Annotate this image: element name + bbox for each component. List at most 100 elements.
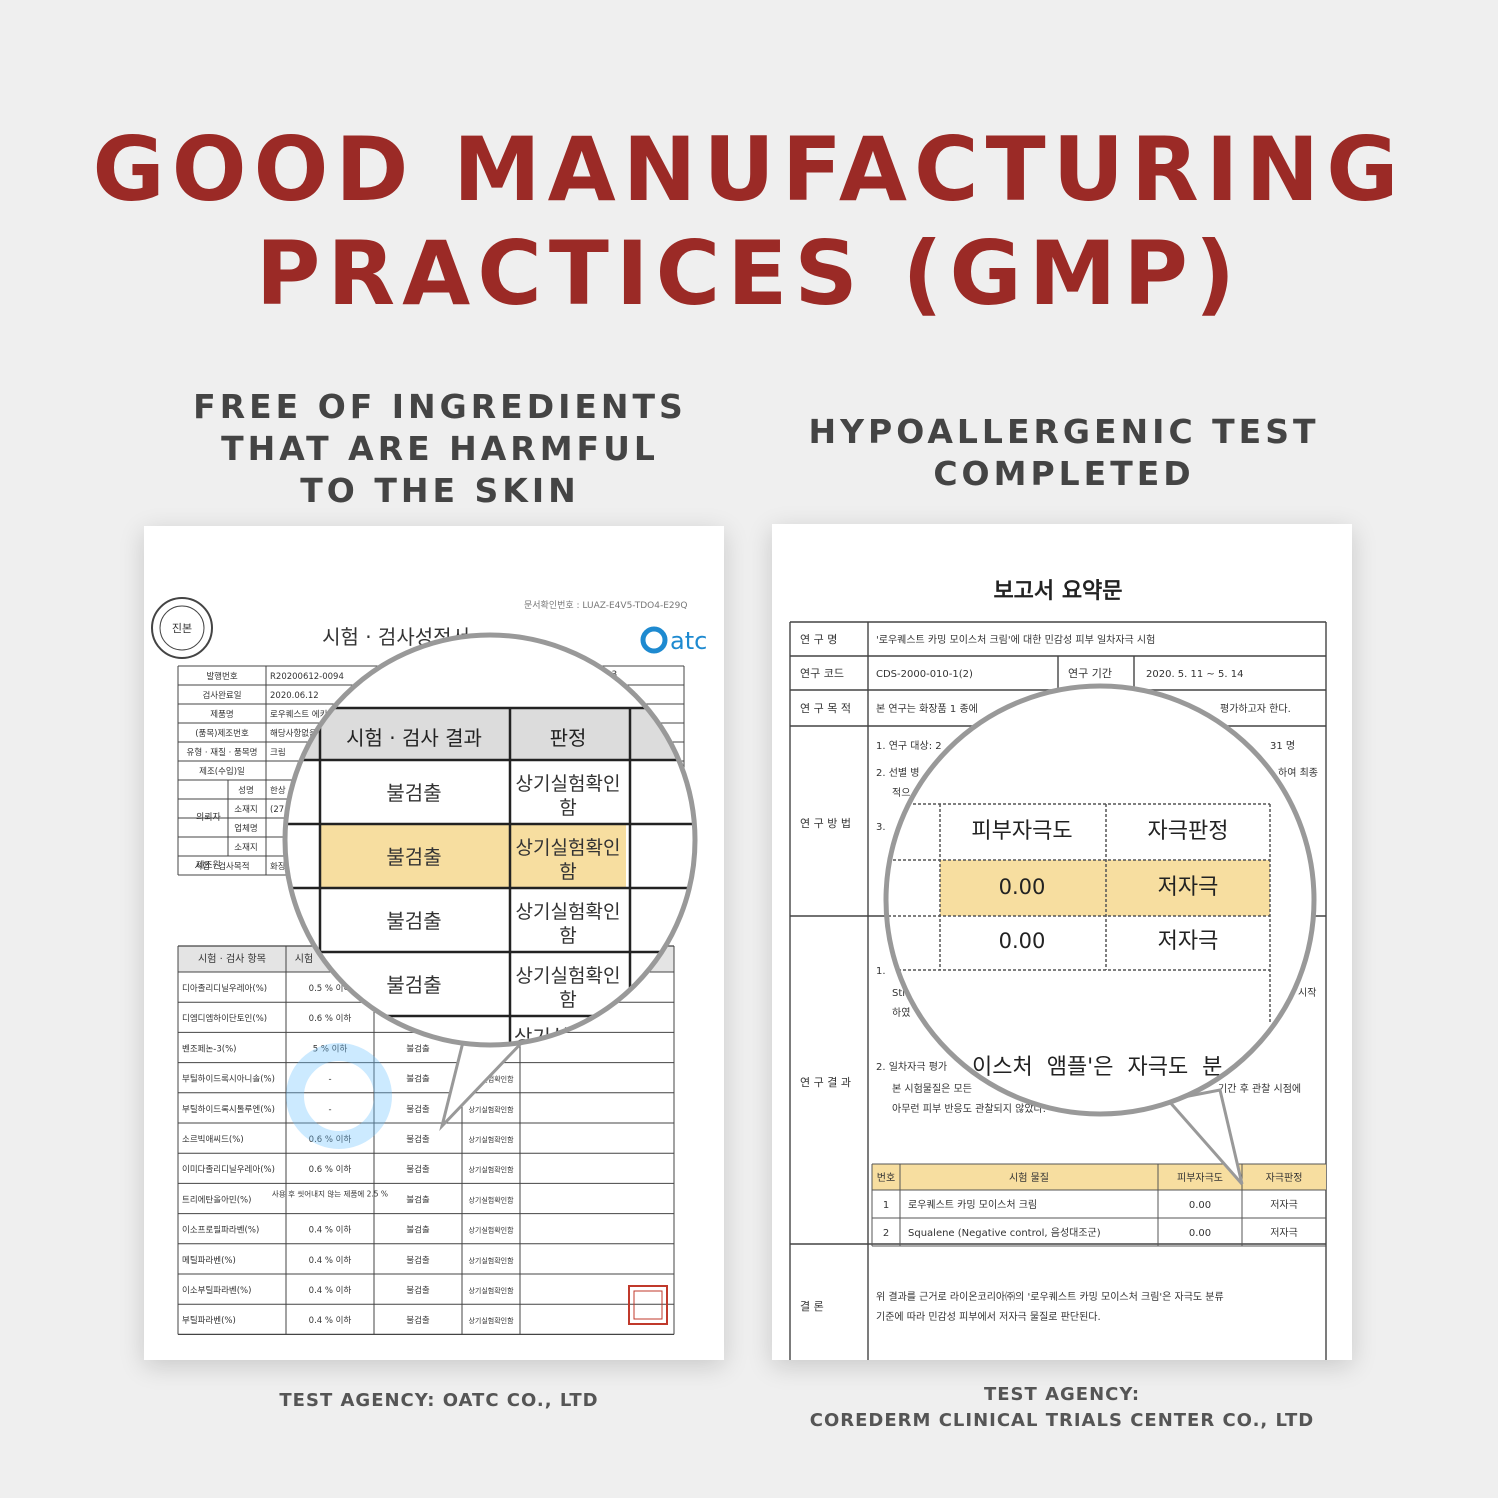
test-result: 불검출	[406, 1043, 430, 1054]
result-2c: 아무런 피부 반응도 관찰되지 않았다.	[892, 1103, 1046, 1115]
test-item: 소르빅애씨드(%)	[182, 1135, 244, 1145]
test-result: 불검출	[406, 1315, 430, 1326]
period-value: 2020. 5. 11 ~ 5. 14	[1146, 669, 1243, 680]
test-item: 이소부틸파라벤(%)	[182, 1285, 251, 1296]
method-label: 연 구 방 법	[800, 817, 851, 830]
rt-row1-no: 1	[883, 1200, 889, 1211]
method-2-end: 하여 최종	[1278, 766, 1318, 779]
info-label: 소재지	[234, 843, 257, 853]
test-item: 트리에탄올아민(%)	[182, 1194, 251, 1205]
mag-judgement: 상기실험확인	[516, 773, 621, 795]
conclusion-2: 기준에 따라 민감성 피부에서 저자극 물질로 판단된다.	[876, 1311, 1101, 1323]
mag-header-judgement: 판정	[550, 726, 587, 750]
right-subtitle: HYPOALLERGENIC TEST COMPLETED	[764, 411, 1364, 495]
test-judgement: 상기실험확인함	[468, 1256, 514, 1265]
test-judgement: 상기실험확인함	[468, 1135, 514, 1144]
test-std: 0.6 % 이하	[309, 1164, 352, 1175]
info-label: 발행번호	[206, 671, 237, 682]
info-label: (품목)제조번호	[195, 729, 249, 739]
method-1: 1. 연구 대상: 2	[876, 740, 942, 752]
test-std: -	[328, 1105, 331, 1115]
mag-row2-judgement: 저자극	[1158, 929, 1219, 954]
rt-row1-substance: 로우퀘스트 카밍 모이스처 크림	[908, 1199, 1037, 1211]
hypoallergenic-report-document: 보고서 요약문 연 구 명 '로우퀘스트 카밍 모이스처 크림'에 대한 민감성…	[772, 524, 1352, 1360]
rt-header-substance: 시험 물질	[1009, 1172, 1049, 1184]
mag-judgement: 상기실험확인	[516, 965, 621, 987]
result-2: 2. 일차자극 평가	[876, 1061, 947, 1073]
mag-header-irritation: 피부자극도	[971, 819, 1072, 844]
atc-logo: atc	[640, 626, 707, 655]
table-header-std: 시험	[295, 953, 313, 965]
mag-result: 불검출	[386, 781, 441, 805]
left-subtitle: FREE OF INGREDIENTS THAT ARE HARMFUL TO …	[130, 386, 750, 512]
right-subtitle-line: HYPOALLERGENIC TEST	[808, 412, 1320, 451]
rt-row2-irritation: 0.00	[1189, 1228, 1211, 1239]
test-item: 벤조페논-3(%)	[182, 1043, 236, 1054]
rt-row1-irritation: 0.00	[1189, 1200, 1211, 1211]
period-label: 연구 기간	[1068, 667, 1112, 680]
test-result: 불검출	[406, 1104, 430, 1115]
conclusion-1: 위 결과를 근거로 라이온코리아㈜의 '로우퀘스트 카밍 모이스처 크림'은 자…	[876, 1290, 1224, 1303]
right-agency: TEST AGENCY: COREDERM CLINICAL TRIALS CE…	[772, 1382, 1352, 1434]
rt-row2-substance: Squalene (Negative control, 음성대조군)	[908, 1227, 1101, 1239]
left-subtitle-line: TO THE SKIN	[300, 471, 580, 510]
test-item: 부틸하이드록시아니솔(%)	[182, 1074, 275, 1085]
test-judgement: 상기실험확인함	[468, 1075, 514, 1084]
info-label: 성명	[238, 785, 254, 796]
code-value: CDS-2000-010-1(2)	[876, 669, 973, 680]
test-item: 부틸파라벤(%)	[182, 1315, 236, 1326]
mag-row1-judgement: 저자극	[1158, 875, 1219, 900]
result-1c: 하였	[892, 1006, 910, 1019]
right-subtitle-line: COMPLETED	[933, 454, 1195, 493]
info-label: 소재지	[234, 805, 257, 815]
mag-row1-irritation: 0.00	[999, 875, 1046, 899]
mag-judgement-2: 함	[559, 925, 576, 947]
info-value: 화장	[270, 861, 286, 872]
info-label: 유형 · 재질 · 품목명	[187, 747, 258, 758]
mag-result: 불검출	[386, 845, 441, 869]
purpose-end: 평가하고자 한다.	[1220, 702, 1291, 715]
test-item: 디엠디엠하이단토인(%)	[182, 1013, 267, 1024]
method-1-end: 31 명	[1270, 740, 1295, 752]
hypoallergenic-report-svg: 보고서 요약문 연 구 명 '로우퀘스트 카밍 모이스처 크림'에 대한 민감성…	[789, 579, 1327, 1360]
seal-text: 진본	[172, 622, 192, 635]
test-std: 0.4 % 이하	[309, 1255, 352, 1266]
info-value: 한상	[270, 785, 286, 796]
summary-title: 보고서 요약문	[993, 579, 1122, 604]
method-2: 2. 선별 병	[876, 767, 920, 779]
headline-line-1: GOOD MANUFACTURING	[92, 118, 1406, 221]
right-agency-line: TEST AGENCY:	[983, 1384, 1141, 1405]
official-stamp	[628, 1285, 668, 1325]
test-std: 0.4 % 이하	[309, 1285, 352, 1296]
test-result: 불검출	[406, 1194, 430, 1205]
info-value: 크림	[270, 747, 286, 758]
test-std: 0.4 % 이하	[309, 1225, 352, 1236]
left-subtitle-line: FREE OF INGREDIENTS	[193, 387, 687, 426]
test-result: 불검출	[406, 1285, 430, 1296]
test-std: 0.4 % 이하	[309, 1315, 352, 1326]
test-result: 불검출	[406, 1225, 430, 1236]
mag-header-judgement: 자극판정	[1148, 819, 1229, 844]
info-label: 제품명	[210, 709, 233, 720]
test-judgement: 상기실험확인함	[468, 1286, 514, 1295]
test-item: 메틸파라벤(%)	[182, 1255, 236, 1266]
mag-judgement: 상기실험확인	[516, 837, 621, 859]
test-report-svg: 문서확인번호 : LUAZ-E4V5-TDO4-E29Q 진본 시험 · 검사성…	[151, 597, 707, 1336]
mag-row2-irritation: 0.00	[999, 929, 1046, 953]
test-item: 이소프로필파라벤(%)	[182, 1225, 259, 1236]
rt-row2-judgement: 저자극	[1270, 1227, 1298, 1239]
headline-line-2: PRACTICES (GMP)	[255, 222, 1243, 325]
code-label: 연구 코드	[800, 667, 844, 680]
logo-text: atc	[670, 627, 707, 655]
test-judgement: 상기실험확인함	[468, 1226, 514, 1235]
rt-row1-judgement: 저자극	[1270, 1199, 1298, 1211]
info-label: 제조(수입)일	[199, 767, 245, 777]
test-std: 0.6 % 이하	[309, 1134, 352, 1145]
test-report-document: 문서확인번호 : LUAZ-E4V5-TDO4-E29Q 진본 시험 · 검사성…	[144, 526, 724, 1360]
table-header-item: 시험 · 검사 항목	[198, 953, 266, 965]
info-label: 검사완료일	[202, 690, 241, 701]
info-value: R20200612-0094	[270, 672, 344, 682]
method-3: 3.	[876, 822, 886, 833]
test-std: 사용 후 씻어내지 않는 제품에 2.5 %	[272, 1188, 388, 1198]
rt-header-no: 번호	[877, 1172, 895, 1184]
